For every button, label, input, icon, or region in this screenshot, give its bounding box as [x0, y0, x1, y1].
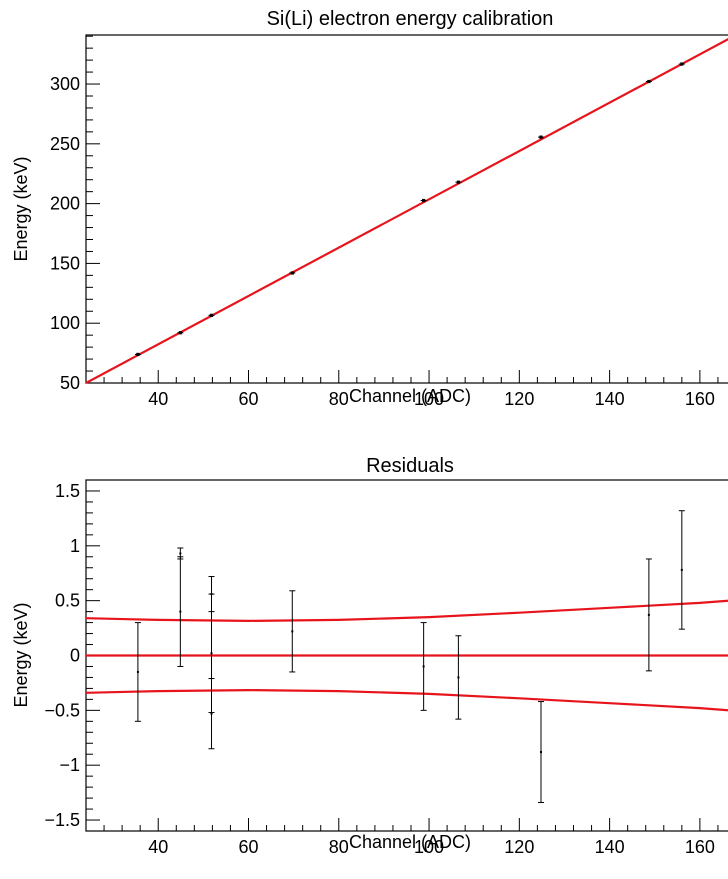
x-tick-label: 80: [329, 837, 349, 857]
x-tick-label: 100: [414, 389, 444, 409]
axis-ticks: 40 60 80 100 120 140 160 50 100 150 200 250 300: [50, 35, 719, 409]
data-point: [136, 352, 140, 357]
data-point: [456, 180, 460, 184]
x-tick-label: 40: [148, 389, 168, 409]
x-tick-label: 160: [685, 837, 715, 857]
data-point: [680, 62, 684, 66]
y-tick-label: −0.5: [44, 700, 80, 720]
y-tick-label: 300: [50, 74, 80, 94]
y-tick-label: 250: [50, 134, 80, 154]
residual-point: [210, 652, 213, 655]
y-tick-label: 1: [70, 536, 80, 556]
y-axis-label: Energy (keV): [11, 156, 31, 261]
x-tick-label: 160: [685, 389, 715, 409]
residual-point: [540, 751, 542, 754]
calibration-chart: Si(Li) electron energy calibration 40 60 8…: [11, 8, 728, 409]
confidence-band-lower: [85, 688, 728, 712]
y-tick-label: 0.5: [55, 591, 80, 611]
fit-line-layer: [85, 599, 728, 712]
fit-line-layer: [85, 38, 728, 384]
x-tick-label: 120: [504, 837, 534, 857]
data-point: [209, 313, 214, 317]
x-tick-label: 140: [595, 837, 625, 857]
axis-ticks: 40 60 80 100 120 140 160 −1.5 −1 −0.5 0 0.5 1 1.5: [44, 479, 719, 857]
y-tick-label: 0: [70, 646, 80, 666]
data-points: [134, 62, 685, 357]
x-axis-label: Channel (ADC): [349, 386, 471, 406]
residual-point: [136, 670, 139, 673]
data-points: [134, 510, 685, 803]
y-tick-label: 200: [50, 194, 80, 214]
confidence-band-upper: [85, 599, 728, 623]
x-tick-label: 80: [329, 389, 349, 409]
fit-line: [85, 38, 728, 384]
x-tick-label: 60: [238, 837, 258, 857]
residual-point: [457, 676, 460, 679]
x-tick-label: 100: [414, 837, 444, 857]
residuals-chart: Residuals 40 60 80 100 120 140 160 −1.5 −1 −0.5 0 0…: [11, 455, 728, 857]
residual-point: [179, 552, 182, 555]
y-tick-label: −1.5: [44, 810, 80, 830]
chart-title: Residuals: [366, 455, 454, 477]
residual-point: [210, 712, 213, 715]
data-point: [539, 135, 543, 139]
x-tick-label: 40: [148, 837, 168, 857]
data-point: [290, 271, 294, 275]
residual-point: [179, 610, 182, 613]
y-axis-label: Energy (keV): [11, 602, 31, 707]
data-point: [422, 198, 426, 203]
y-tick-label: 100: [50, 313, 80, 333]
residual-point: [422, 665, 425, 668]
y-tick-label: −1: [59, 755, 80, 775]
x-axis-label: Channel (ADC): [349, 832, 471, 852]
x-tick-label: 140: [595, 389, 625, 409]
data-point: [647, 79, 651, 84]
y-tick-label: 50: [60, 373, 80, 393]
residual-point: [680, 568, 683, 571]
y-tick-label: 150: [50, 253, 80, 273]
x-tick-label: 120: [504, 389, 534, 409]
x-tick-label: 60: [238, 389, 258, 409]
data-point: [178, 331, 182, 335]
residual-point: [291, 630, 294, 633]
residual-point: [647, 613, 650, 616]
y-tick-label: 1.5: [55, 481, 80, 501]
chart-title: Si(Li) electron energy calibration: [267, 8, 554, 30]
